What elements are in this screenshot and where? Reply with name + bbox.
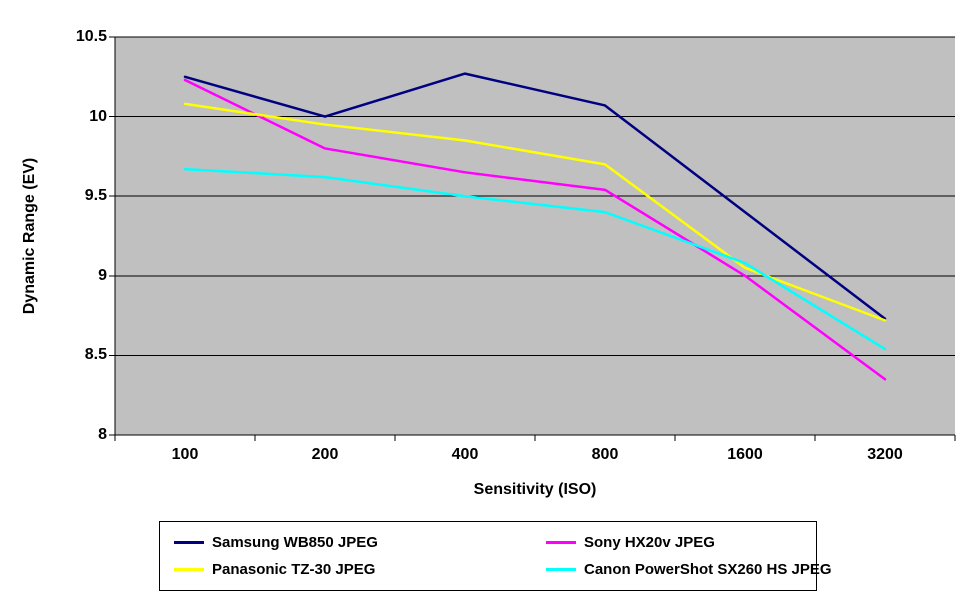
legend-item: Panasonic TZ-30 JPEG: [174, 561, 546, 578]
legend-label: Sony HX20v JPEG: [584, 534, 715, 551]
legend-item: Sony HX20v JPEG: [546, 534, 832, 551]
x-tick-label: 800: [591, 446, 619, 463]
y-tick-label: 9.5: [84, 187, 107, 205]
series-line-canon-powershot-sx260-hs-jpeg: [183, 167, 887, 351]
legend-label: Canon PowerShot SX260 HS JPEG: [584, 561, 832, 578]
legend-label: Samsung WB850 JPEG: [212, 534, 378, 551]
legend-line-sample: [174, 568, 204, 571]
y-tick-label: 9: [98, 266, 107, 284]
x-tick-label: 1600: [727, 446, 763, 463]
y-tick-label: 10.5: [75, 28, 107, 45]
x-tick-label: 200: [311, 446, 339, 463]
y-axis-title: Dynamic Range (EV): [21, 157, 38, 315]
legend-line-sample: [174, 541, 204, 544]
y-tick-label: 8.5: [84, 346, 107, 364]
legend-line-sample: [546, 568, 576, 571]
legend-line-sample: [546, 541, 576, 544]
legend-item: Samsung WB850 JPEG: [174, 534, 546, 551]
x-tick-label: 100: [171, 446, 199, 463]
series-line-sony-hx20v-jpeg: [183, 78, 887, 381]
plot-background: [115, 37, 955, 435]
legend: Samsung WB850 JPEG Sony HX20v JPEG Panason…: [159, 521, 832, 591]
x-tick-label: 3200: [867, 446, 903, 463]
x-tick-label: 400: [451, 446, 479, 463]
y-tick-label: 10: [89, 107, 107, 125]
legend-label: Panasonic TZ-30 JPEG: [212, 561, 376, 578]
y-tick-label: 8: [98, 426, 107, 443]
series-line-samsung-wb850-jpeg: [183, 72, 887, 321]
x-axis-title: Sensitivity (ISO): [473, 481, 597, 498]
legend-item: Canon PowerShot SX260 HS JPEG: [546, 561, 832, 578]
